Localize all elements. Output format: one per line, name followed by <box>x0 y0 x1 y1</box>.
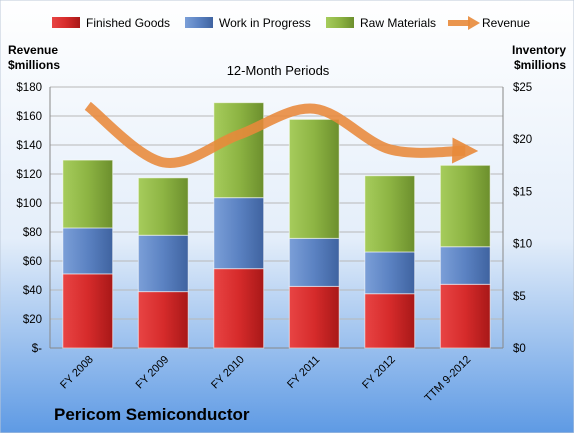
legend-label-finished-goods: Finished Goods <box>86 16 170 30</box>
right-tick-label: $10 <box>513 239 532 251</box>
bar-finished-goods-fy-2008 <box>63 274 113 348</box>
left-axis-label-line1: Revenue <box>8 43 58 57</box>
right-tick-label: $15 <box>513 186 532 198</box>
chart-title: 12-Month Periods <box>227 63 330 78</box>
right-tick-label: $25 <box>513 82 532 94</box>
bar-raw-materials-ttm-9-2012 <box>440 165 490 246</box>
left-tick-label: $120 <box>16 169 42 181</box>
bar-work-in-progress-fy-2011 <box>289 238 339 286</box>
bar-raw-materials-fy-2011 <box>289 119 339 238</box>
right-tick-label: $5 <box>513 291 526 303</box>
bar-raw-materials-fy-2010 <box>214 103 264 198</box>
bar-finished-goods-ttm-9-2012 <box>440 284 490 348</box>
bar-work-in-progress-fy-2012 <box>365 252 415 294</box>
legend-swatch-raw-materials <box>326 17 354 28</box>
right-tick-label: $20 <box>513 134 532 146</box>
bar-raw-materials-fy-2009 <box>138 178 188 235</box>
right-tick-label: $0 <box>513 343 526 355</box>
bar-raw-materials-fy-2008 <box>63 160 113 228</box>
bar-finished-goods-fy-2011 <box>289 286 339 348</box>
legend-swatch-work-in-progress <box>185 17 213 28</box>
left-tick-label: $160 <box>16 111 42 123</box>
legend-swatch-finished-goods <box>52 17 80 28</box>
left-tick-label: $20 <box>23 314 42 326</box>
left-tick-label: $180 <box>16 82 42 94</box>
right-axis-label-line2: $millions <box>514 58 566 72</box>
left-axis-label-line2: $millions <box>8 58 60 72</box>
bar-work-in-progress-fy-2010 <box>214 198 264 269</box>
left-tick-label: $40 <box>23 285 42 297</box>
left-tick-label: $- <box>32 343 42 355</box>
company-name: Pericom Semiconductor <box>54 405 250 424</box>
bar-finished-goods-fy-2012 <box>365 294 415 348</box>
legend-label-raw-materials: Raw Materials <box>360 16 436 30</box>
bar-finished-goods-fy-2009 <box>138 292 188 348</box>
legend-label-work-in-progress: Work in Progress <box>219 16 311 30</box>
bar-finished-goods-fy-2010 <box>214 269 264 348</box>
left-tick-label: $100 <box>16 198 42 210</box>
bar-work-in-progress-fy-2008 <box>63 228 113 274</box>
left-tick-label: $80 <box>23 227 42 239</box>
bar-raw-materials-fy-2012 <box>365 176 415 252</box>
bar-work-in-progress-fy-2009 <box>138 235 188 291</box>
legend-label-revenue: Revenue <box>482 16 530 30</box>
left-tick-label: $140 <box>16 140 42 152</box>
right-axis-label-line1: Inventory <box>512 43 566 57</box>
left-tick-label: $60 <box>23 256 42 268</box>
bar-work-in-progress-ttm-9-2012 <box>440 247 490 285</box>
